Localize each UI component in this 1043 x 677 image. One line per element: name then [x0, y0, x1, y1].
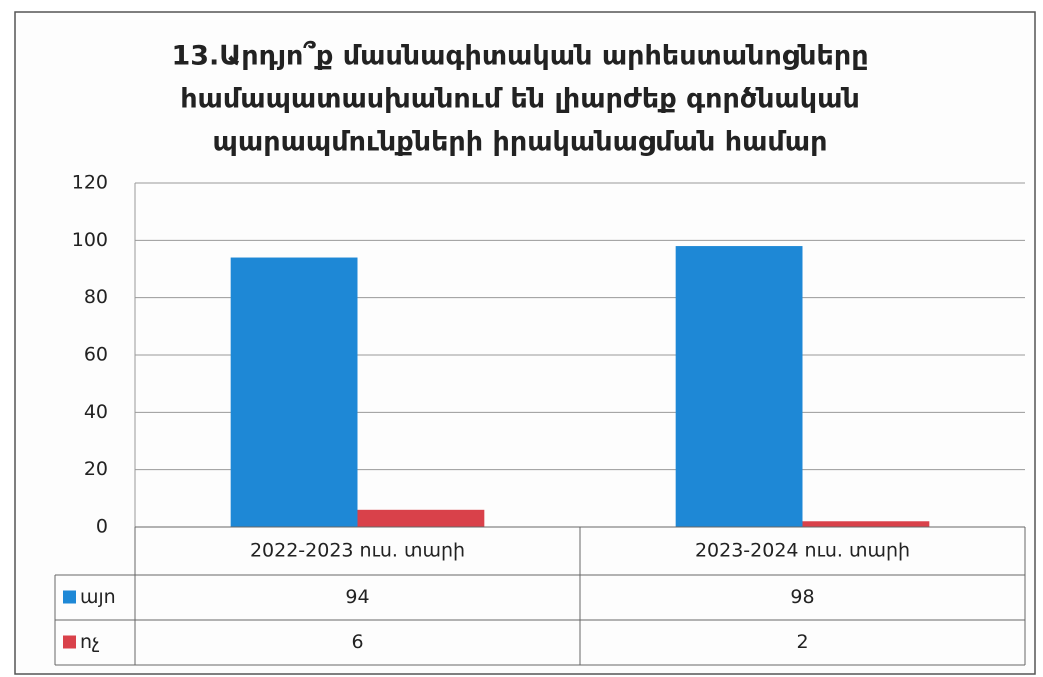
bar [802, 521, 930, 527]
legend-label: ոչ [80, 631, 100, 653]
y-tick-label: 80 [84, 286, 108, 308]
table-value: 2 [796, 631, 808, 653]
bar [675, 246, 803, 528]
legend-key [63, 635, 76, 649]
y-tick-label: 40 [84, 401, 108, 423]
x-tick-label: 2023-2024 ուս. տարի [695, 540, 910, 562]
table-value: 6 [351, 631, 363, 653]
chart-title: պարապմունքների իրականացման համար [213, 127, 828, 158]
y-tick-label: 120 [72, 172, 108, 194]
table-value: 98 [790, 586, 814, 608]
chart-title: համապատասխանում են լիարժեք գործնական [180, 84, 860, 115]
legend-label: այո [80, 586, 116, 608]
x-tick-label: 2022-2023 ուս. տարի [250, 540, 465, 562]
bar [230, 257, 358, 527]
chart-frame [14, 11, 1036, 675]
y-tick-label: 20 [84, 458, 108, 480]
y-tick-label: 100 [72, 229, 108, 251]
legend-key [63, 590, 76, 604]
y-tick-label: 0 [96, 516, 108, 538]
y-tick-label: 60 [84, 344, 108, 366]
table-value: 94 [345, 586, 369, 608]
chart-title: 13.Արդյո՞ք մասնագիտական արհեստանոցները [171, 41, 868, 72]
bar [357, 509, 485, 527]
